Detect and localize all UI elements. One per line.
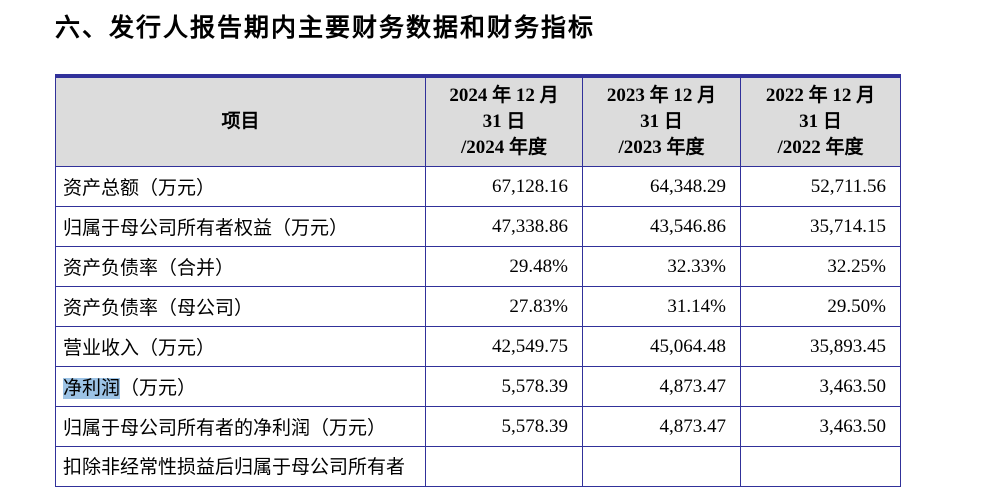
row-label: 资产总额（万元） — [55, 166, 426, 207]
cell-value-2023: 45,064.48 — [582, 326, 741, 367]
row-label-rest: （万元） — [120, 378, 197, 399]
cell-value-2023: 4,873.47 — [582, 406, 741, 447]
table-row-parent-equity: 归属于母公司所有者权益（万元） 47,338.86 43,546.86 35,7… — [55, 206, 901, 247]
table-row-debt-ratio-consolidated: 资产负债率（合并） 29.48% 32.33% 32.25% — [55, 246, 901, 287]
cell-value-2022: 3,463.50 — [740, 406, 901, 447]
cell-value-2023: 43,546.86 — [582, 206, 741, 247]
cell-value-2024: 5,578.39 — [425, 366, 583, 407]
cell-value-2022: 29.50% — [740, 286, 901, 327]
table-row-operating-revenue: 营业收入（万元） 42,549.75 45,064.48 35,893.45 — [55, 326, 901, 367]
page-title: 六、发行人报告期内主要财务数据和财务指标 — [55, 14, 596, 42]
table-header-row: 项目 2024 年 12 月 31 日 /2024 年度 2023 年 12 月… — [55, 75, 901, 167]
cell-value-2023: 64,348.29 — [582, 166, 741, 207]
cell-value-2024: 67,128.16 — [425, 166, 583, 207]
cell-value-2024: 29.48% — [425, 246, 583, 287]
cell-value-2024 — [425, 446, 583, 487]
row-label: 归属于母公司所有者的净利润（万元） — [55, 406, 426, 447]
cell-value-2022: 52,711.56 — [740, 166, 901, 207]
table-row-deducted-net-profit-clipped: 扣除非经常性损益后归属于母公司所有者 — [55, 446, 901, 487]
row-label: 净利润（万元） — [55, 366, 426, 407]
header-period-2024: 2024 年 12 月 31 日 /2024 年度 — [425, 75, 583, 167]
cell-value-2023: 4,873.47 — [582, 366, 741, 407]
row-label: 归属于母公司所有者权益（万元） — [55, 206, 426, 247]
row-label: 扣除非经常性损益后归属于母公司所有者 — [55, 446, 426, 487]
table-row-net-profit: 净利润（万元） 5,578.39 4,873.47 3,463.50 — [55, 366, 901, 407]
cell-value-2024: 5,578.39 — [425, 406, 583, 447]
cell-value-2023: 31.14% — [582, 286, 741, 327]
cell-value-2022: 3,463.50 — [740, 366, 901, 407]
selected-text-net-profit: 净利润 — [63, 378, 121, 399]
table-row-total-assets: 资产总额（万元） 67,128.16 64,348.29 52,711.56 — [55, 166, 901, 207]
header-item: 项目 — [55, 75, 426, 167]
cell-value-2022: 32.25% — [740, 246, 901, 287]
cell-value-2023 — [582, 446, 741, 487]
row-label: 营业收入（万元） — [55, 326, 426, 367]
cell-value-2022: 35,714.15 — [740, 206, 901, 247]
header-period-2022: 2022 年 12 月 31 日 /2022 年度 — [740, 75, 901, 167]
row-label: 资产负债率（合并） — [55, 246, 426, 287]
cell-value-2024: 42,549.75 — [425, 326, 583, 367]
cell-value-2022: 35,893.45 — [740, 326, 901, 367]
cell-value-2023: 32.33% — [582, 246, 741, 287]
financial-data-table: 项目 2024 年 12 月 31 日 /2024 年度 2023 年 12 月… — [55, 74, 901, 487]
cell-value-2024: 27.83% — [425, 286, 583, 327]
row-label: 资产负债率（母公司） — [55, 286, 426, 327]
cell-value-2022 — [740, 446, 901, 487]
header-period-2023: 2023 年 12 月 31 日 /2023 年度 — [582, 75, 741, 167]
table-row-debt-ratio-parent: 资产负债率（母公司） 27.83% 31.14% 29.50% — [55, 286, 901, 327]
cell-value-2024: 47,338.86 — [425, 206, 583, 247]
table-row-parent-net-profit: 归属于母公司所有者的净利润（万元） 5,578.39 4,873.47 3,46… — [55, 406, 901, 447]
